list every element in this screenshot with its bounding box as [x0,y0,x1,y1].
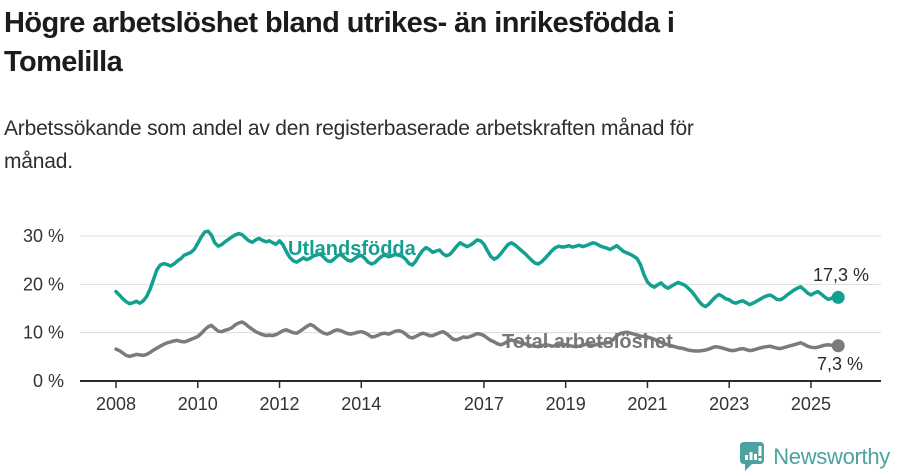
series-line-0 [114,229,840,309]
x-axis-tick-label: 2023 [709,394,749,414]
y-axis-tick-label: 10 % [23,323,64,343]
x-axis-tick-label: 2008 [96,394,136,414]
newsworthy-logo-icon [740,442,765,471]
x-axis-tick-label: 2010 [178,394,218,414]
x-axis-tick-label: 2014 [341,394,381,414]
subtitle-line-2: månad. [4,150,73,173]
title-line-1: Högre arbetslöshet bland utrikes- än inr… [4,7,675,39]
end-value-label-total: 7,3 % [817,354,863,374]
title-line-2: Tomelilla [4,46,123,78]
series-label-utlandsfodda: Utlandsfödda [288,238,417,260]
header: Högre arbetslöshet bland utrikes- än inr… [4,4,864,82]
subtitle-line-1: Arbetssökande som andel av den registerb… [4,117,694,140]
x-axis-tick-label: 2025 [791,394,831,414]
series-label-total-arbetsloshet: Total arbetslöshet [502,331,673,353]
x-axis-tick-label: 2012 [259,394,299,414]
chart-layers: 0 % 10 % 20 % 30 % 2008 2010 2012 2014 2017 2019 2… [23,226,881,414]
series-end-dot-0 [831,290,845,304]
x-axis-tick-label: 2017 [464,394,504,414]
end-value-label-utlandsfodda: 17,3 % [813,265,869,285]
chart-subtitle: Arbetssökande som andel av den registerb… [4,112,864,178]
y-axis-tick-label: 0 % [33,371,64,391]
y-axis-tick-label: 20 % [23,274,64,294]
series-end-dot-1 [831,339,845,353]
newsworthy-credit-link[interactable]: Newsworthy [740,442,890,472]
page-title: Högre arbetslöshet bland utrikes- än inr… [4,4,864,82]
series-line-1 [114,320,840,359]
y-axis-tick-label: 30 % [23,226,64,246]
x-axis-tick-label: 2021 [627,394,667,414]
newsworthy-wordmark: Newsworthy [773,444,890,469]
x-axis-tick-label: 2019 [546,394,586,414]
